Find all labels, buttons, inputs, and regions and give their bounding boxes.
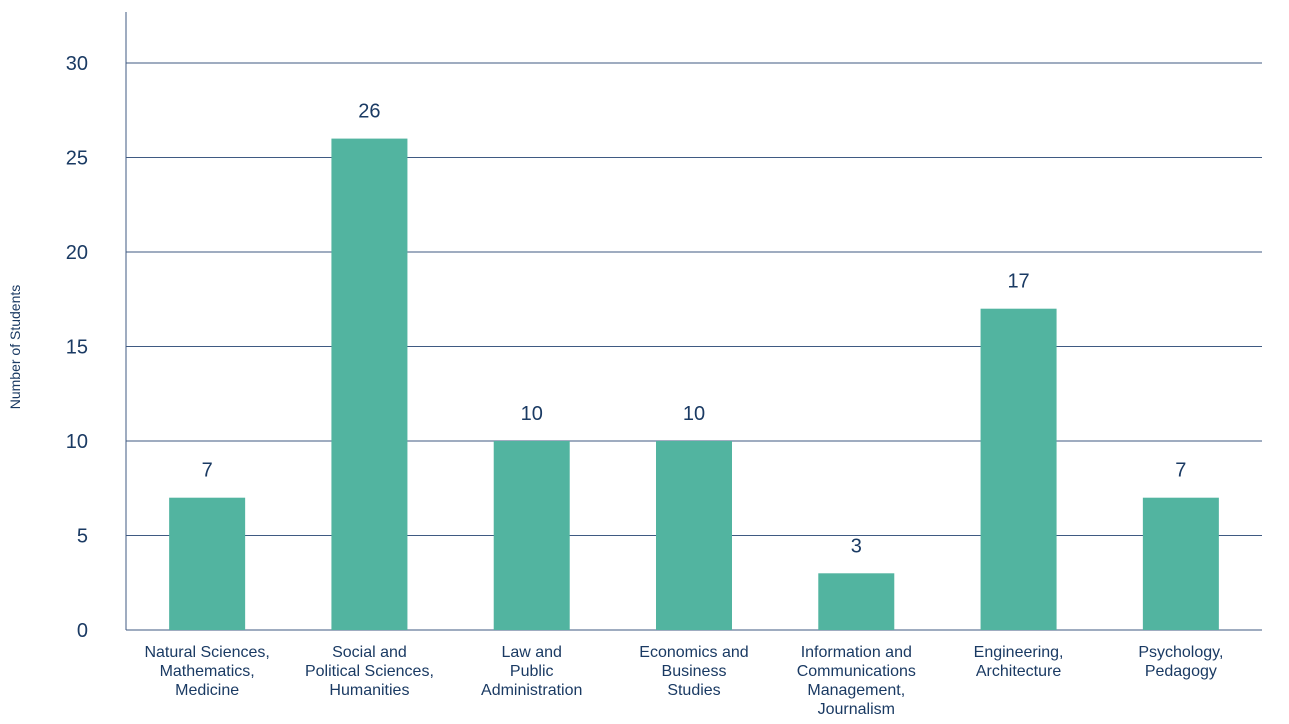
y-tick-labels: 0 5 10 15 20 25 30 — [66, 53, 88, 642]
category-label: Economics and Business Studies — [639, 644, 748, 699]
y-tick-label: 30 — [66, 53, 88, 75]
bars — [169, 138, 1219, 630]
y-tick-label: 20 — [66, 242, 88, 264]
category-label: Social and Political Sciences, Humanities — [305, 644, 434, 699]
bar-value-label: 3 — [851, 535, 862, 557]
bar — [656, 441, 732, 630]
bar — [1142, 497, 1219, 630]
y-axis-label: Number of Students — [7, 285, 23, 410]
category-label: Law and Public Administration — [481, 644, 582, 699]
y-tick-label: 5 — [77, 526, 88, 548]
bar — [818, 573, 895, 630]
category-label: Natural Sciences, Mathematics, Medicine — [144, 644, 269, 699]
bar-value-label: 26 — [358, 101, 380, 123]
y-tick-label: 10 — [66, 431, 88, 453]
y-tick-label: 25 — [66, 148, 88, 170]
category-label: Psychology, Pedagogy — [1138, 644, 1223, 680]
bar — [493, 441, 570, 630]
bar-value-label: 17 — [1007, 271, 1029, 293]
bar-value-label: 7 — [1175, 460, 1186, 482]
category-label: Engineering, Architecture — [974, 644, 1064, 680]
y-tick-label: 15 — [66, 337, 88, 359]
bar-value-labels: 7 26 10 10 3 17 7 — [202, 101, 1187, 558]
bar — [980, 308, 1057, 630]
bar-value-label: 10 — [521, 403, 543, 425]
bar-value-label: 10 — [683, 403, 705, 425]
y-tick-label: 0 — [77, 620, 88, 642]
category-label: Information and Communications Management,… — [797, 644, 916, 718]
bar-value-label: 7 — [202, 460, 213, 482]
bar — [169, 497, 246, 630]
category-labels: Natural Sciences, Mathematics, Medicine Soc… — [144, 644, 1223, 718]
bar — [331, 138, 408, 630]
